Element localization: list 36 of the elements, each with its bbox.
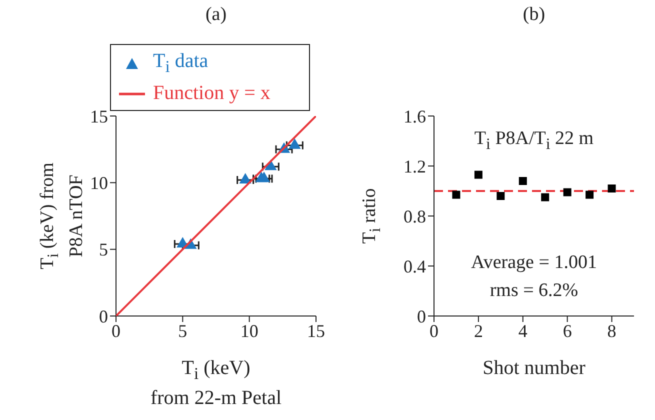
annotation: Average = 1.001 [471,252,597,273]
y-tick-label: 5 [99,240,108,260]
y-tick-label: 15 [90,106,108,126]
x-axis-title: T$_{i}$ (keV) from 22-m Petal [150,357,282,409]
x-tick-label: 8 [607,320,616,341]
point [541,193,550,202]
y-tick-label: 0.8 [404,206,426,226]
legend-label: T$_{i}$ data [153,49,208,78]
x-tick-label: 10 [240,320,258,341]
point [496,192,505,200]
chart-title: (a) [205,4,227,25]
point [563,188,572,196]
x-tick-label: 15 [307,320,325,341]
point [474,170,482,179]
annotation: T$_{i}$ P8A/T$_{i}$ 22 m [474,128,594,153]
chart-title: (b) [522,4,546,25]
x-tick-label: 0 [112,320,120,341]
x-tick-label: 6 [562,320,572,341]
x-tick-label: 4 [518,320,528,341]
point [288,138,301,149]
y-tick-label: 1.6 [404,106,426,126]
x-tick-label: 5 [178,320,188,341]
point [518,177,527,185]
x-axis-title: Shot number [482,357,586,379]
x-tick-label: 2 [474,320,483,341]
annotation: rms = 6.2% [490,280,578,301]
y-tick-label: 1.2 [404,156,426,176]
y-tick-label: 0 [417,306,426,326]
y-tick-label: 0.4 [404,256,426,276]
x-tick-label: 0 [430,320,438,341]
y-tick-label: 10 [90,173,108,194]
legend-label: Function y = x [153,81,270,106]
point [608,184,616,192]
y-tick-label: 0 [99,306,108,326]
point [452,190,460,199]
point [586,190,594,199]
